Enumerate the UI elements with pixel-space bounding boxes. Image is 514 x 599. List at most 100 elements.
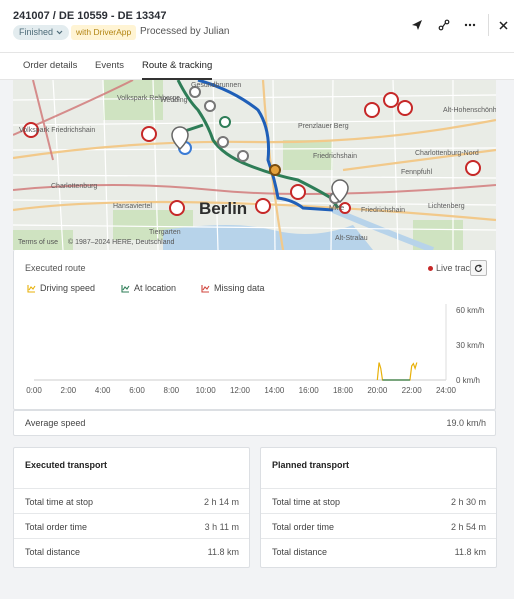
refresh-button[interactable]	[470, 260, 487, 276]
legend-label: Driving speed	[40, 283, 96, 293]
district-label: Friedrichshain	[361, 207, 405, 214]
district-label: Friedrichshain	[313, 153, 357, 160]
district-label: Mitte	[329, 205, 344, 212]
table-row: Total order time 2 h 54 m	[261, 513, 496, 538]
row-label: Total order time	[25, 522, 88, 532]
planned-transport-title: Planned transport	[272, 460, 350, 470]
x-tick-label: 20:00	[367, 386, 388, 395]
table-row: Total order time 3 h 11 m	[14, 513, 249, 538]
row-value: 2 h 14 m	[203, 497, 239, 507]
terms-of-use-link[interactable]: Terms of use	[18, 239, 59, 246]
live-tracking-indicator: Live tracking	[428, 263, 487, 273]
speed-chart: 0:00 2:00 4:00 6:00 8:00 10:00 12:00 14:00 16:00…	[26, 304, 484, 395]
map-city-label: Berlin	[199, 199, 248, 218]
live-dot	[428, 265, 433, 271]
tab-route-tracking[interactable]: Route & tracking	[142, 53, 213, 80]
x-tick-label: 2:00	[61, 386, 77, 395]
legend-label: At location	[134, 283, 177, 293]
district-label: Tiergarten	[149, 229, 181, 236]
district-label: Wedding	[160, 97, 188, 104]
x-tick-label: 18:00	[333, 386, 354, 395]
district-label: Volkspark Friedrichshain	[19, 127, 95, 134]
district-label: Gesundbrunnen	[191, 82, 241, 89]
series-line-driving-speed	[376, 362, 418, 381]
row-label: Total time at stop	[272, 497, 341, 507]
district-labels: Volkspark Rehberge Wedding Gesundbrunnen…	[19, 82, 496, 242]
executed-route-card: Executed route Live tracking Driving spe…	[13, 250, 496, 410]
header-divider	[488, 14, 489, 36]
tab-events[interactable]: Events	[95, 60, 125, 71]
row-label: Total order time	[272, 522, 335, 532]
district-label: Lichtenberg	[428, 203, 465, 210]
x-tick-label: 12:00	[230, 386, 251, 395]
row-value: 2 h 30 m	[450, 497, 486, 507]
close-icon[interactable]	[494, 16, 512, 34]
row-label: Total distance	[25, 547, 81, 557]
row-value: 3 h 11 m	[204, 522, 239, 532]
executed-transport-title: Executed transport	[25, 460, 108, 470]
table-row: Total time at stop 2 h 14 m	[14, 488, 249, 513]
district-label: Alt-Stralau	[335, 235, 368, 242]
row-value: 11.8 km	[207, 547, 239, 557]
status-dropdown[interactable]: Finished	[13, 25, 70, 40]
map-copyright: © 1987–2024 HERE, Deutschland	[68, 239, 175, 246]
row-value: 2 h 54 m	[450, 522, 486, 532]
x-tick-label: 4:00	[95, 386, 111, 395]
map-attribution: Terms of use © 1987–2024 HERE, Deutschla…	[18, 239, 182, 246]
live-tracking-label: Live tracking	[436, 263, 487, 273]
x-tick-label: 14:00	[264, 386, 285, 395]
x-tick-label: 6:00	[129, 386, 145, 395]
district-label: Alt-Hohenschönhausen	[443, 107, 496, 114]
district-label: Charlottenburg	[51, 183, 97, 190]
missing-data-legend-icon	[201, 284, 210, 293]
route-map[interactable]: Volkspark Rehberge Wedding Gesundbrunnen…	[13, 80, 496, 250]
average-speed-label: Average speed	[25, 418, 86, 428]
executed-route-title: Executed route	[25, 263, 86, 273]
legend-driving-speed[interactable]: Driving speed	[27, 283, 95, 293]
district-label: Fennpfuhl	[401, 169, 433, 176]
at-location-legend-icon	[121, 284, 130, 293]
more-options-icon[interactable]	[461, 16, 479, 34]
legend-label: Missing data	[214, 283, 265, 293]
tab-bar: Order details Events Route & tracking	[0, 52, 514, 80]
driverapp-badge: with DriverApp	[71, 25, 137, 40]
row-value: 11.8 km	[454, 547, 486, 557]
x-tick-label: 22:00	[402, 386, 423, 395]
table-row: Total distance 11.8 km	[14, 538, 249, 563]
order-id: 241007 / DE 10559 - DE 13347	[13, 10, 167, 22]
tab-order-details[interactable]: Order details	[23, 60, 78, 71]
district-label: Prenzlauer Berg	[298, 123, 349, 130]
status-label: Finished	[19, 27, 54, 37]
refresh-icon	[474, 263, 483, 272]
district-label: Volkspark Rehberge	[117, 95, 180, 102]
processed-by: Processed by Julian	[140, 26, 230, 37]
row-label: Total distance	[272, 547, 328, 557]
district-label: Charlottenburg-Nord	[415, 150, 479, 157]
x-tick-label: 16:00	[299, 386, 320, 395]
executed-transport-card: Executed transport Total time at stop 2 …	[13, 447, 250, 568]
table-row: Total distance 11.8 km	[261, 538, 496, 563]
y-tick-label: 30 km/h	[456, 341, 484, 350]
share-route-icon[interactable]	[435, 16, 453, 34]
legend-at-location[interactable]: At location	[121, 283, 176, 293]
legend-missing-data[interactable]: Missing data	[201, 283, 265, 293]
map-canvas: Volkspark Rehberge Wedding Gesundbrunnen…	[13, 80, 496, 250]
table-row: Total time at stop 2 h 30 m	[261, 488, 496, 513]
x-tick-label: 8:00	[164, 386, 180, 395]
send-icon[interactable]	[408, 16, 426, 34]
chevron-down-icon	[56, 30, 63, 35]
x-tick-label: 10:00	[196, 386, 217, 395]
speed-limit-signs	[23, 92, 481, 216]
row-label: Total time at stop	[25, 497, 94, 507]
driving-speed-legend-icon	[27, 284, 36, 293]
x-tick-label: 0:00	[26, 386, 42, 395]
planned-transport-card: Planned transport Total time at stop 2 h…	[260, 447, 497, 568]
average-speed-row: Average speed 19.0 km/h	[13, 410, 496, 436]
average-speed-value: 19.0 km/h	[446, 418, 486, 428]
order-header: 241007 / DE 10559 - DE 13347 Finished wi…	[0, 0, 514, 52]
y-tick-label: 0 km/h	[456, 376, 480, 385]
map-pins	[171, 126, 349, 204]
y-tick-label: 60 km/h	[456, 306, 484, 315]
x-tick-label: 24:00	[436, 386, 457, 395]
district-label: Hansaviertel	[113, 203, 152, 210]
